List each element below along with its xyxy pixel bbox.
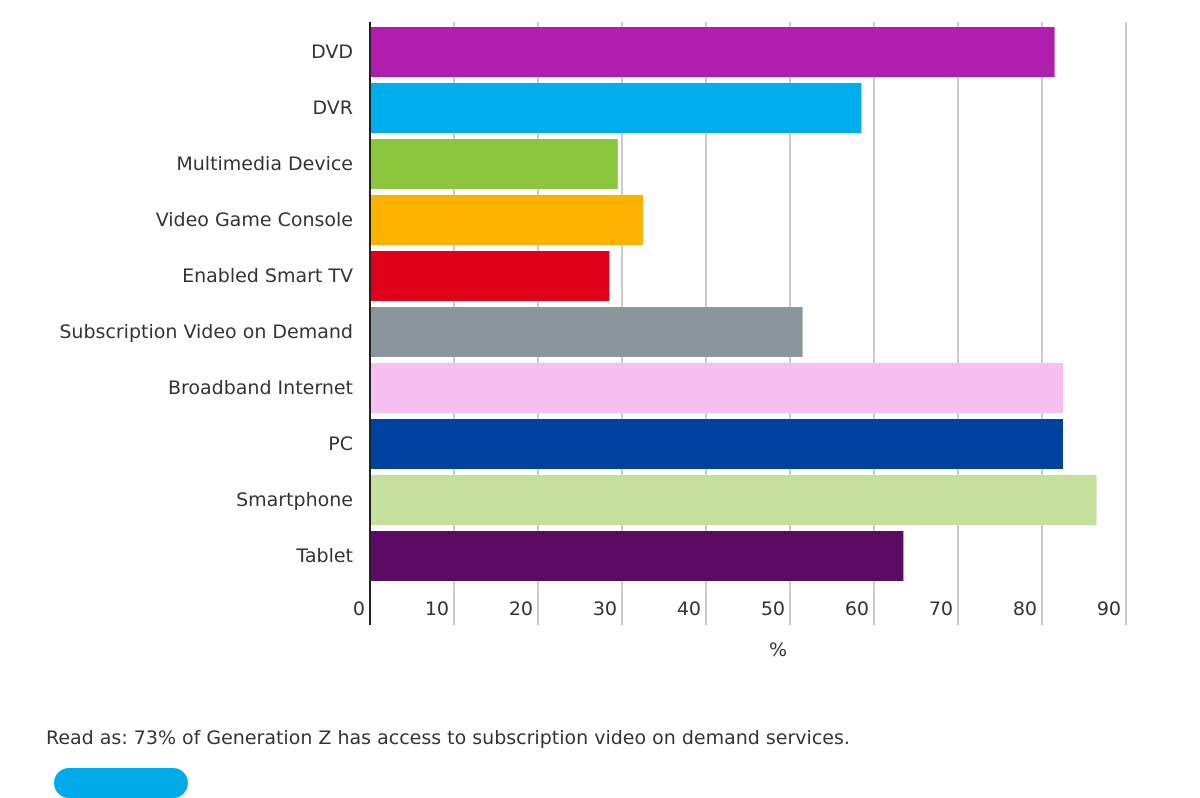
x-axis-label: % bbox=[769, 639, 787, 661]
bar-5 bbox=[370, 307, 803, 357]
bars bbox=[370, 27, 1097, 581]
category-label-3: Video Game Console bbox=[156, 209, 353, 231]
category-label-5: Subscription Video on Demand bbox=[59, 321, 353, 343]
x-tick-label-30: 30 bbox=[593, 598, 617, 620]
category-label-1: DVR bbox=[313, 97, 354, 119]
read-as-note: Read as: 73% of Generation Z has access … bbox=[46, 727, 850, 749]
category-label-9: Tablet bbox=[295, 545, 353, 567]
category-labels: DVD DVR Multimedia Device Video Game Consol… bbox=[59, 41, 353, 567]
category-label-7: PC bbox=[328, 433, 353, 455]
bar-2 bbox=[370, 139, 618, 189]
category-label-4: Enabled Smart TV bbox=[182, 265, 353, 287]
x-tick-labels: 0 10 20 30 40 50 60 70 80 90 bbox=[353, 598, 1121, 620]
bar-9 bbox=[370, 531, 904, 581]
bar-chart: DVD DVR Multimedia Device Video Game Consol… bbox=[59, 22, 1127, 661]
bar-0 bbox=[370, 27, 1055, 77]
bar-6 bbox=[370, 363, 1063, 413]
x-tick-label-60: 60 bbox=[845, 598, 869, 620]
x-tick-label-20: 20 bbox=[509, 598, 533, 620]
bar-4 bbox=[370, 251, 610, 301]
category-label-2: Multimedia Device bbox=[176, 153, 353, 175]
category-label-8: Smartphone bbox=[236, 489, 353, 511]
x-tick-label-70: 70 bbox=[929, 598, 953, 620]
x-tick-label-0: 0 bbox=[353, 598, 365, 620]
bar-8 bbox=[370, 475, 1097, 525]
x-tick-label-50: 50 bbox=[761, 598, 785, 620]
x-tick-label-80: 80 bbox=[1013, 598, 1037, 620]
x-tick-label-10: 10 bbox=[425, 598, 449, 620]
x-tick-label-90: 90 bbox=[1097, 598, 1121, 620]
bar-1 bbox=[370, 83, 862, 133]
category-label-0: DVD bbox=[311, 41, 353, 63]
bar-7 bbox=[370, 419, 1063, 469]
x-tick-label-40: 40 bbox=[677, 598, 701, 620]
category-label-6: Broadband Internet bbox=[168, 377, 353, 399]
bar-3 bbox=[370, 195, 643, 245]
